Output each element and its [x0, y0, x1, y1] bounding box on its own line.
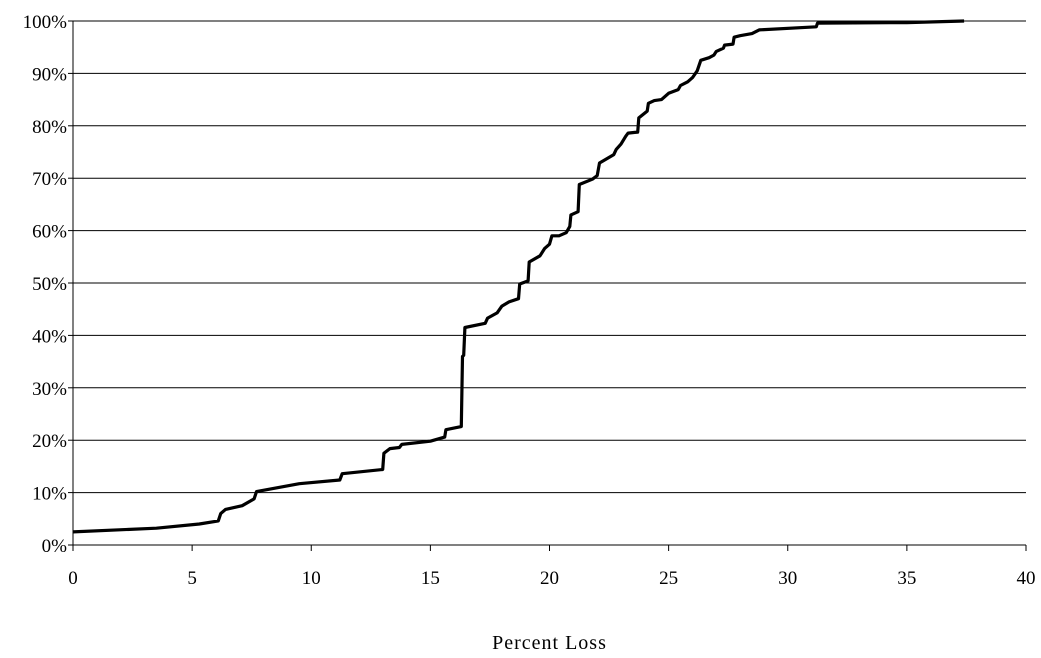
y-tick-label: 20% — [32, 431, 67, 452]
x-tick-label: 0 — [68, 568, 78, 589]
y-tick-label: 100% — [23, 12, 68, 33]
x-tick-label: 35 — [897, 568, 916, 589]
x-tick-label: 5 — [187, 568, 197, 589]
y-tick-label: 90% — [32, 64, 67, 85]
y-tick-label: 10% — [32, 484, 67, 505]
x-axis-title: Percent Loss — [492, 632, 607, 654]
y-tick-label: 80% — [32, 117, 67, 138]
series-group — [72, 19, 965, 534]
x-tick-label: 30 — [778, 568, 797, 589]
x-tick-label: 25 — [659, 568, 678, 589]
x-tick-label: 10 — [302, 568, 321, 589]
y-tick-label: 50% — [32, 274, 67, 295]
y-tick-label: 30% — [32, 379, 67, 400]
gridlines — [73, 20, 1026, 494]
x-tick-label: 40 — [1017, 568, 1036, 589]
cumulative-distribution-line — [72, 19, 965, 534]
y-tick-label: 40% — [32, 326, 67, 347]
x-tick-label: 15 — [421, 568, 440, 589]
tick-labels: 0% 10% 20% 30% 40% 50% 60% 70% 80% 90% 100% 0 5 10 15 2… — [23, 12, 1036, 589]
y-tick-label: 0% — [42, 536, 68, 557]
axes — [68, 20, 1027, 551]
y-tick-label: 60% — [32, 222, 67, 243]
x-tick-label: 20 — [540, 568, 559, 589]
y-tick-label: 70% — [32, 169, 67, 190]
